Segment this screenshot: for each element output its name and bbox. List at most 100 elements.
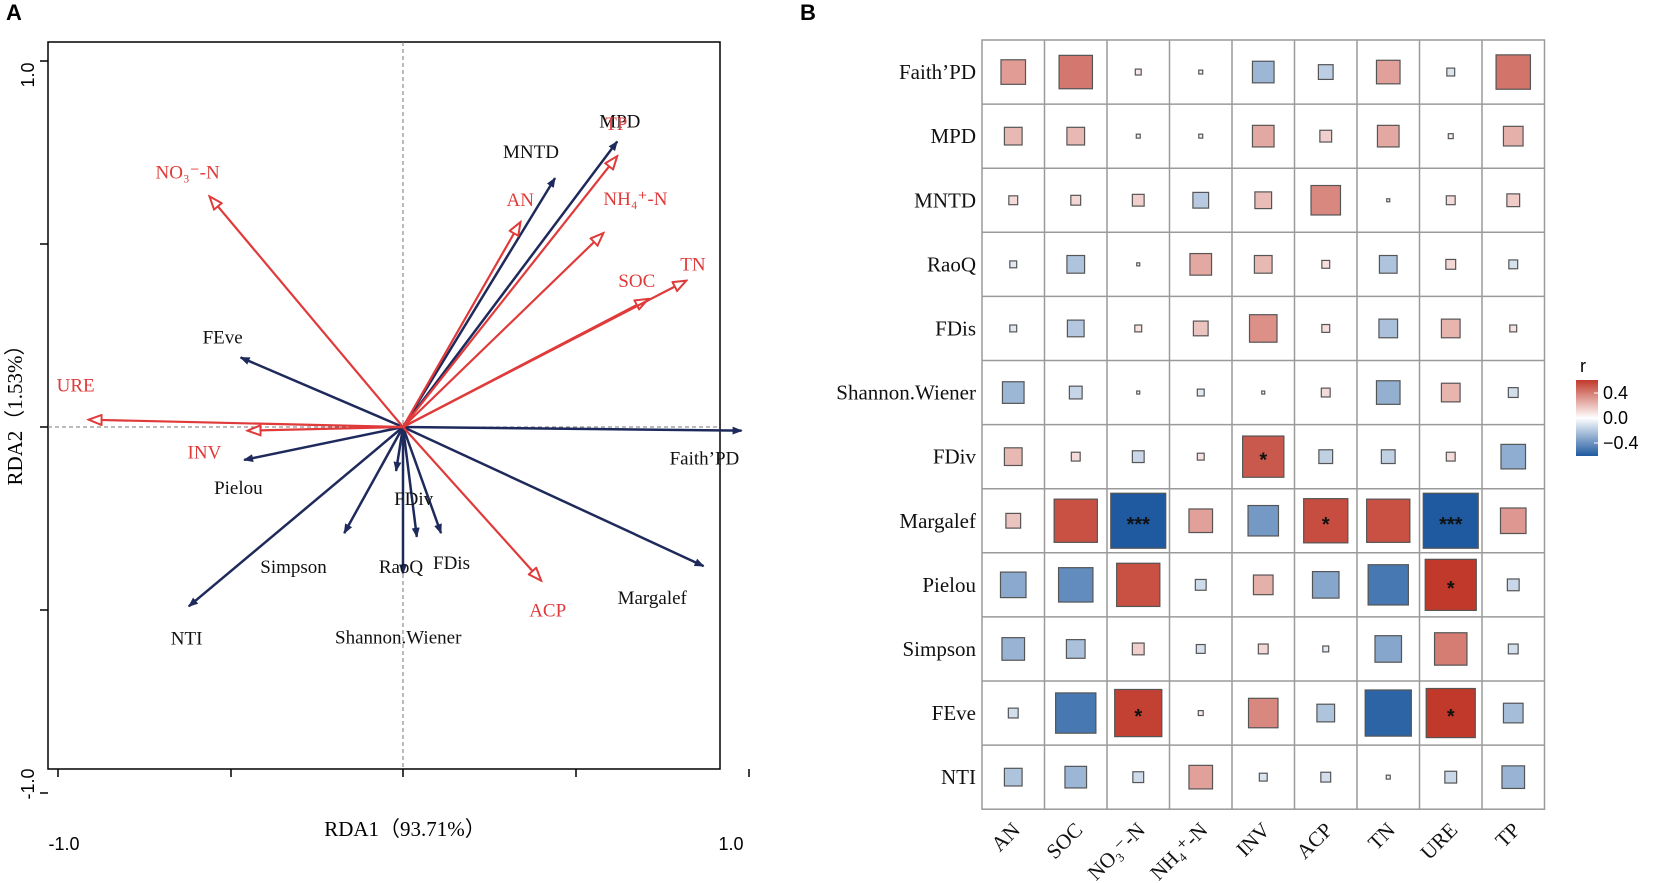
rda-arrow-env <box>248 427 404 431</box>
heatmap-row-label: Shannon.Wiener <box>836 381 976 405</box>
heatmap-cell <box>1257 643 1269 655</box>
heatmap-cell <box>1188 764 1214 790</box>
heatmap-row-label: MNTD <box>914 188 976 212</box>
heatmap-cell <box>1134 68 1142 76</box>
heatmap-cell <box>1506 578 1520 592</box>
heatmap-cell <box>1440 382 1461 403</box>
heatmap-cells: **** * ***** * <box>999 54 1532 790</box>
rda-arrow-simpson <box>343 426 405 535</box>
heatmap-cell <box>1055 692 1097 734</box>
rda-label-diversity: Simpson <box>260 557 327 578</box>
heatmap-cell <box>1252 574 1274 596</box>
heatmap-cell <box>1502 125 1524 147</box>
heatmap-cell <box>1495 54 1532 90</box>
x-tick-label: 1.0 <box>718 834 743 854</box>
rda-labels: MPD MNTD FEve Pielou Faith’PD Margalef NTI Simp… <box>57 112 740 650</box>
heatmap-cell <box>1189 252 1213 276</box>
heatmap-cell <box>1445 451 1456 462</box>
panel-b: B **** * ***** * Faith’PDMPDMNTDRaoQFDisSha… <box>800 0 1639 883</box>
heatmap-cell <box>1501 765 1526 790</box>
heatmap-cell <box>1194 578 1207 591</box>
rda-plot-frame <box>47 41 721 770</box>
heatmap-cell <box>1114 688 1163 738</box>
y-tick-label: 1.0 <box>18 62 38 87</box>
heatmap-cell <box>1303 498 1349 544</box>
heatmap-cell <box>1116 562 1161 608</box>
rda-arrow-env <box>402 281 686 428</box>
heatmap-cell <box>1008 195 1019 206</box>
heatmap-cell <box>1131 642 1145 656</box>
rda-arrow-feve <box>239 356 404 429</box>
heatmap-cell <box>1065 639 1086 659</box>
heatmap-cell <box>1261 390 1266 395</box>
heatmap-cell <box>1053 498 1098 543</box>
rda-arrow-raoq <box>401 426 420 538</box>
heatmap-cell <box>1192 191 1210 209</box>
heatmap-cell <box>1192 320 1209 337</box>
rda-arrow-fdis <box>401 426 443 535</box>
heatmap-cell <box>1447 133 1454 140</box>
heatmap-grid <box>981 39 1546 810</box>
heatmap-cell <box>1066 319 1085 338</box>
heatmap-cell <box>1247 504 1280 537</box>
heatmap-cell <box>1136 262 1141 267</box>
significance-mark: * <box>1322 514 1330 536</box>
heatmap-cell <box>1247 697 1279 729</box>
heatmap-cell <box>1253 254 1273 274</box>
legend-tick: 0.0 <box>1603 408 1628 428</box>
heatmap-cell <box>1003 767 1023 787</box>
heatmap-cell <box>1057 567 1094 603</box>
rda-arrows <box>89 140 743 608</box>
heatmap-cell <box>1003 126 1023 146</box>
heatmap-cell <box>1445 195 1456 206</box>
rda-arrow-env <box>89 420 404 429</box>
rda-arrow-env <box>210 196 404 428</box>
significance-mark: * <box>1259 450 1267 472</box>
heatmap-cell <box>1198 133 1204 139</box>
heatmap-cell <box>1320 771 1332 783</box>
heatmap-cell <box>1440 318 1461 339</box>
rda-label-diversity: FEve <box>203 327 243 348</box>
heatmap-row-label: NTI <box>941 765 976 789</box>
heatmap-cell <box>1446 67 1456 77</box>
heatmap-row-label: MPD <box>930 124 976 148</box>
significance-mark: * <box>1447 706 1455 728</box>
heatmap-row-label: Pielou <box>922 573 976 597</box>
heatmap-cell <box>1068 385 1083 400</box>
panel-a: A -1.0 1.0 1.0 -1.0 RDA1（93.71%） RDA2（1.… <box>3 0 750 854</box>
heatmap-cell <box>1507 643 1519 655</box>
rda-label-diversity: FDiv <box>394 489 434 510</box>
heatmap-cell <box>1374 635 1403 663</box>
heatmap-cell <box>1378 318 1399 339</box>
heatmap-row-label: FDis <box>935 316 976 340</box>
heatmap-cell <box>1251 60 1275 84</box>
rda-label-diversity: FDis <box>433 553 470 574</box>
heatmap-cell <box>1003 447 1023 467</box>
heatmap-cell <box>1376 124 1400 148</box>
heatmap-cell <box>1321 323 1331 333</box>
heatmap-row-label: Margalef <box>899 509 976 533</box>
rda-label-diversity: NTI <box>171 628 203 649</box>
x-tick-label: -1.0 <box>48 834 79 854</box>
legend-tick: −0.4 <box>1603 433 1639 453</box>
heatmap-row-label: FDiv <box>933 445 977 469</box>
heatmap-cell <box>1197 709 1204 717</box>
rda-label-diversity: Pielou <box>214 478 263 499</box>
heatmap-cell <box>1509 324 1518 333</box>
heatmap-cell <box>1000 59 1027 85</box>
rda-label-environment: AN <box>506 190 534 211</box>
heatmap-cell <box>1322 645 1330 653</box>
heatmap-cell <box>1136 390 1141 395</box>
heatmap-cell <box>1375 59 1401 85</box>
heatmap-cell <box>1009 260 1018 269</box>
heatmap-cell <box>1188 508 1214 534</box>
rda-arrow-faith-pd <box>402 425 743 435</box>
heatmap-column-label: TN <box>1363 818 1400 855</box>
heatmap-cell <box>1258 772 1268 782</box>
rda-label-diversity: Faith’PD <box>670 449 740 470</box>
significance-mark: *** <box>1439 514 1463 536</box>
rda-arrow-mntd <box>401 177 557 428</box>
rda-label-diversity: MNTD <box>503 142 559 163</box>
heatmap-cell <box>1320 387 1331 398</box>
heatmap-cell <box>1248 314 1278 343</box>
